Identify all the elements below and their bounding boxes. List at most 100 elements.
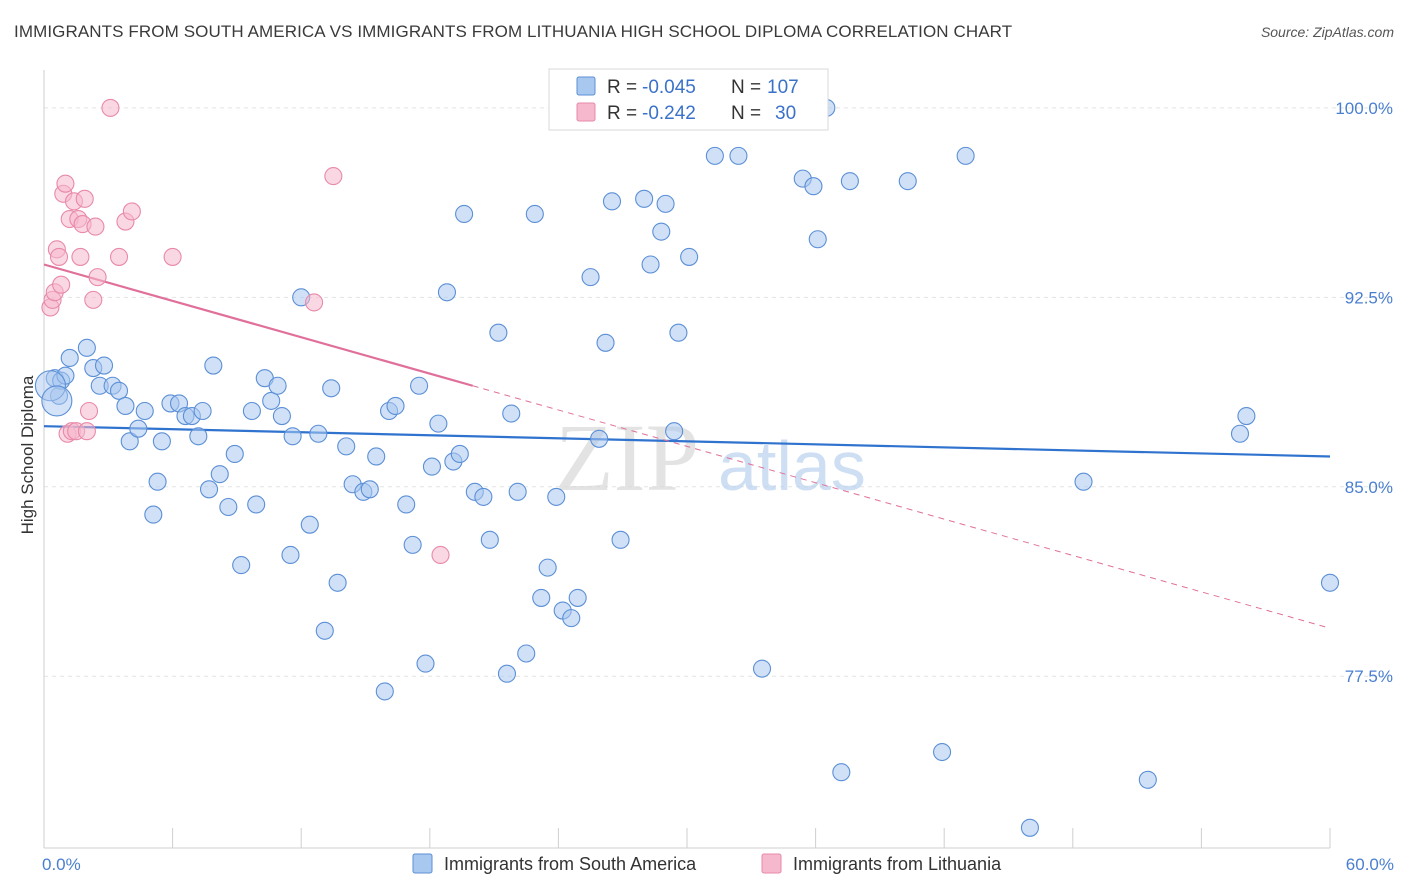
bottom-legend-label-pink: Immigrants from Lithuania (793, 854, 1002, 874)
point-0-61 (455, 204, 474, 224)
point-0-97 (840, 172, 859, 191)
point-1-7 (56, 174, 75, 193)
legend-r-value-pink: -0.242 (642, 103, 696, 124)
y-tick-label-2: 85.0% (1345, 478, 1393, 497)
point-0-29 (232, 556, 251, 575)
point-0-76 (568, 588, 587, 607)
watermark: ZIP atlas (555, 404, 866, 511)
point-0-89 (705, 146, 724, 165)
point-0-13 (129, 419, 148, 438)
point-0-27 (219, 497, 238, 517)
point-0-15 (144, 505, 163, 524)
point-0-80 (602, 192, 622, 211)
point-0-56 (422, 457, 441, 476)
point-0-40 (309, 424, 328, 443)
point-0-73 (547, 487, 566, 506)
legend-n-label-pink: N = (731, 103, 761, 124)
y-tick-label-1: 92.5% (1345, 288, 1393, 307)
legend-n-value-pink: 30 (775, 103, 796, 124)
point-0-101 (1074, 472, 1093, 491)
point-0-37 (283, 427, 302, 446)
point-0-33 (262, 391, 281, 410)
point-0-65 (489, 323, 508, 342)
x-tick-label-left: 0.0% (42, 855, 81, 874)
point-0-90 (729, 146, 748, 165)
point-0-64 (480, 530, 499, 549)
point-0-82 (635, 189, 654, 208)
point-0-102 (1138, 770, 1157, 789)
point-0-28 (225, 444, 244, 463)
top-legend: R = -0.045 N = 107 R = -0.242 N = 30 (548, 68, 829, 131)
point-1-21 (88, 268, 107, 287)
point-0-75 (562, 609, 581, 628)
point-1-18 (79, 401, 99, 421)
bottom-legend-swatch-pink (761, 853, 782, 874)
point-0-8 (94, 356, 114, 375)
chart-title: IMMIGRANTS FROM SOUTH AMERICA VS IMMIGRA… (14, 22, 1013, 41)
point-0-30 (242, 401, 261, 421)
point-1-26 (163, 247, 182, 266)
point-0-48 (367, 447, 386, 466)
point-0-34 (268, 376, 287, 395)
watermark-atlas: atlas (718, 427, 866, 505)
bottom-legend: Immigrants from South America Immigrants… (412, 853, 1002, 874)
point-0-70 (525, 204, 544, 224)
point-0-35 (272, 407, 291, 426)
point-0-44 (337, 437, 356, 456)
point-0-105 (1320, 573, 1340, 592)
x-tick-label-right: 60.0% (1346, 855, 1394, 874)
point-0-98 (898, 172, 917, 191)
x-ticks (43, 828, 1331, 848)
point-1-16 (75, 189, 94, 208)
point-1-22 (101, 98, 120, 117)
trend-line-1-solid (43, 263, 473, 387)
point-0-58 (437, 283, 456, 302)
point-0-47 (360, 480, 379, 499)
series-lithuania-points (41, 98, 450, 565)
point-0-87 (669, 323, 688, 342)
point-0-36 (281, 545, 300, 565)
point-1-23 (109, 247, 129, 266)
point-0-11 (116, 396, 135, 416)
series-south-america-points (34, 98, 1340, 837)
bottom-legend-swatch-blue (412, 853, 433, 874)
point-0-100 (956, 146, 975, 165)
point-1-19 (84, 290, 103, 309)
grid-lines (44, 107, 1390, 677)
y-tick-label-3: 77.5% (1345, 667, 1393, 686)
point-0-88 (680, 247, 699, 266)
point-0-16 (148, 472, 167, 491)
legend-swatch-blue (576, 76, 596, 96)
point-1-14 (71, 247, 90, 266)
legend-r-label-pink: R = (607, 103, 637, 124)
point-0-25 (204, 356, 223, 375)
y-tick-labels: 100.0% 92.5% 85.0% 77.5% (1335, 99, 1393, 686)
point-0-14 (135, 401, 154, 421)
point-1-20 (86, 217, 105, 236)
point-0-49 (375, 682, 394, 701)
point-0-69 (517, 644, 536, 663)
point-0-67 (502, 404, 521, 423)
point-1-25 (122, 202, 141, 221)
point-0-31 (247, 495, 266, 514)
point-0-103 (1237, 407, 1256, 426)
point-0-99 (933, 742, 952, 762)
point-0-42 (322, 379, 341, 398)
point-0-12 (120, 432, 139, 451)
legend-r-value-blue: -0.045 (642, 77, 696, 98)
point-0-43 (328, 573, 347, 592)
trend-lines (43, 263, 1331, 629)
point-1-27 (305, 293, 324, 312)
point-0-17 (152, 432, 171, 451)
point-1-4 (49, 247, 69, 266)
point-0-79 (596, 333, 615, 352)
trend-line-0 (43, 425, 1331, 458)
point-0-106 (1020, 818, 1039, 837)
point-0-23 (193, 401, 212, 421)
point-0-78 (590, 429, 609, 448)
y-tick-label-0: 100.0% (1335, 99, 1393, 118)
point-large-0-1 (41, 385, 73, 417)
point-0-55 (416, 654, 435, 673)
legend-swatch-pink (576, 102, 596, 122)
